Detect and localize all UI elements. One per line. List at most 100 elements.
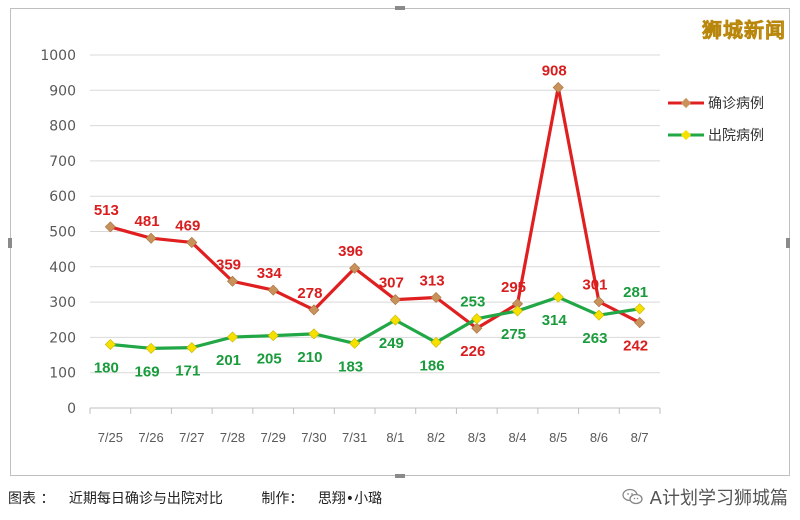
data-point <box>430 336 442 348</box>
resize-handle-left[interactable] <box>8 238 12 248</box>
data-point <box>186 342 198 354</box>
x-tick-label: 8/4 <box>508 430 526 445</box>
credit: A计划学习狮城篇 <box>622 484 788 510</box>
maker-name: 思翔•小璐 <box>317 491 383 507</box>
legend-label: 出院病例 <box>708 128 764 144</box>
data-label: 226 <box>460 343 485 360</box>
data-point <box>145 342 157 354</box>
data-label: 301 <box>582 277 607 294</box>
data-point <box>511 305 524 317</box>
data-label: 295 <box>501 279 526 296</box>
data-label: 201 <box>216 352 241 369</box>
series-line-discharged <box>110 295 640 350</box>
chart-frame <box>10 8 790 476</box>
data-point <box>471 322 483 334</box>
data-point <box>593 309 605 321</box>
resize-handle-right[interactable] <box>786 238 790 248</box>
x-tick-label: 7/28 <box>220 430 245 445</box>
x-tick-label: 8/6 <box>590 430 608 445</box>
y-tick-label: 1000 <box>40 48 76 64</box>
y-tick-label: 200 <box>49 330 76 346</box>
legend-marker <box>680 129 692 141</box>
data-point <box>593 296 605 308</box>
data-label: 180 <box>94 359 119 376</box>
y-tick-label: 0 <box>67 401 76 417</box>
data-point <box>552 291 564 303</box>
y-tick-label: 800 <box>49 119 76 135</box>
data-point <box>308 304 320 316</box>
y-tick-label: 100 <box>49 366 76 382</box>
data-label: 275 <box>501 326 526 343</box>
x-tick-label: 8/7 <box>631 430 649 445</box>
data-label: 313 <box>420 273 445 290</box>
data-point <box>552 81 564 93</box>
data-label: 169 <box>135 363 160 380</box>
data-label: 334 <box>257 265 283 282</box>
line-chart: 0 100 200 300 400 500 600 700 800 900 1000 7/25 7/26… <box>40 48 764 445</box>
data-label: 396 <box>338 243 363 260</box>
data-point <box>267 284 279 296</box>
y-tick-label: 400 <box>49 260 76 276</box>
data-label: 513 <box>94 202 119 219</box>
x-tick-label: 7/29 <box>261 430 286 445</box>
x-tick-label: 7/27 <box>179 430 204 445</box>
data-label: 242 <box>623 338 648 355</box>
data-point <box>389 294 401 306</box>
data-point <box>104 221 116 233</box>
caption: 图表 ： 近期每日确诊与出院对比 制作： 思翔•小璐 <box>8 488 392 508</box>
legend-label: 确诊病例 <box>708 96 764 112</box>
x-tick-label: 8/2 <box>427 430 445 445</box>
data-point <box>389 314 401 326</box>
wechat-icon <box>622 488 643 505</box>
y-tick-label: 600 <box>49 189 76 205</box>
x-tick-label: 8/5 <box>549 430 567 445</box>
data-point <box>471 313 483 325</box>
data-point <box>186 236 198 248</box>
data-label: 183 <box>338 358 363 375</box>
data-label: 253 <box>460 294 485 311</box>
data-label: 171 <box>175 363 200 380</box>
x-tick-label: 7/30 <box>301 430 326 445</box>
data-point <box>634 317 646 329</box>
data-point <box>226 331 239 343</box>
data-label: 210 <box>297 349 322 366</box>
data-point <box>430 291 442 304</box>
data-point <box>145 232 157 244</box>
data-label: 481 <box>135 213 160 230</box>
data-point <box>308 328 320 340</box>
figure-title: 近期每日确诊与出院对比 <box>68 491 223 507</box>
data-point <box>511 298 524 310</box>
data-label: 186 <box>420 357 445 374</box>
data-label: 314 <box>542 312 568 329</box>
data-label: 281 <box>623 284 648 301</box>
credit-text: A计划学习狮城篇 <box>649 488 788 509</box>
legend-marker <box>680 97 692 109</box>
brand-watermark: 狮城新闻 <box>702 18 786 43</box>
y-tick-label: 900 <box>49 83 76 99</box>
x-tick-label: 8/3 <box>468 430 486 445</box>
y-tick-label: 300 <box>49 295 76 311</box>
y-tick-label: 500 <box>49 225 76 241</box>
data-point <box>104 338 116 350</box>
data-label: 249 <box>379 335 404 352</box>
series-line-confirmed <box>109 85 641 330</box>
data-label: 278 <box>297 285 322 302</box>
resize-handle-bottom[interactable] <box>395 474 405 478</box>
resize-handle-top[interactable] <box>395 6 405 10</box>
data-label: 205 <box>257 351 282 368</box>
x-tick-label: 8/1 <box>386 430 404 445</box>
data-point <box>267 330 279 342</box>
x-tick-label: 7/31 <box>342 430 367 445</box>
data-point <box>349 262 361 274</box>
data-label: 263 <box>582 330 607 347</box>
data-label: 908 <box>542 62 567 79</box>
x-tick-label: 7/26 <box>138 430 163 445</box>
data-label: 307 <box>379 275 404 292</box>
y-tick-label: 700 <box>49 154 76 170</box>
x-tick-label: 7/25 <box>98 430 123 445</box>
data-label: 359 <box>216 256 241 273</box>
caption-bar: 图表 ： 近期每日确诊与出院对比 制作： 思翔•小璐 A计划学习狮城篇 <box>0 482 800 520</box>
data-point <box>634 303 646 315</box>
data-point <box>349 337 361 349</box>
maker-label: 制作： <box>261 491 304 507</box>
